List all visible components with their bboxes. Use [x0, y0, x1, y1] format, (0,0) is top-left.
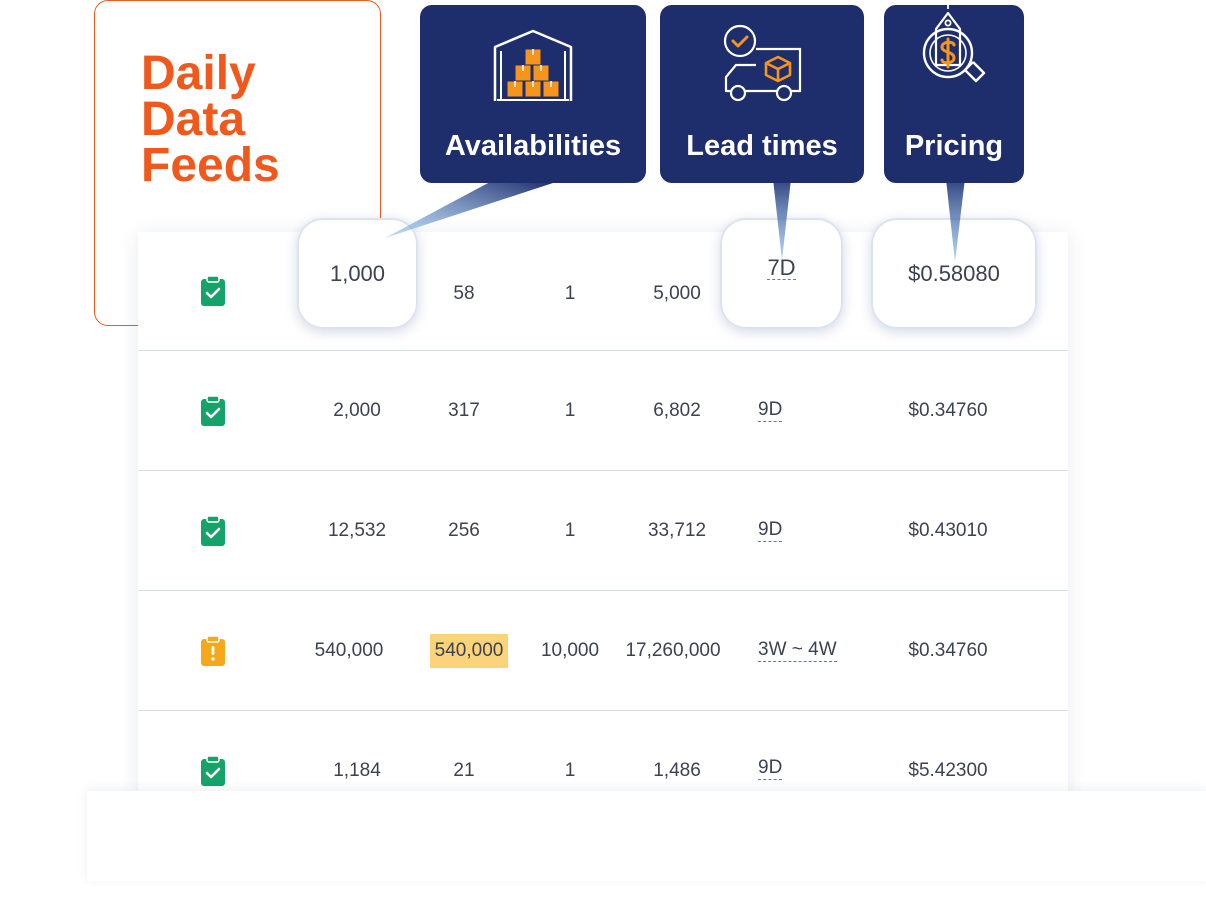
clipboard-warning-icon [193, 591, 233, 710]
cell: 5,000 [653, 283, 701, 304]
cell: $0.34760 [908, 399, 988, 421]
lead-time-cell[interactable]: 9D [736, 351, 844, 470]
availability-highlight-bubble: 1,000 [297, 218, 418, 329]
cell: 2,000 [333, 399, 381, 421]
cell: 540,000 [314, 639, 384, 661]
table-row: 540,000 540,000 10,000 17,260,000 3W ~ 4… [138, 591, 1068, 711]
pricing-pointer [945, 170, 966, 262]
lead-time-highlight-bubble: 7D [720, 218, 843, 329]
callout-label: Pricing [904, 130, 1004, 162]
cell: $5.42300 [908, 760, 988, 781]
cell: 12,532 [327, 519, 387, 541]
lead-time-value[interactable]: 9D [758, 518, 783, 542]
price-tag-magnifier-icon [916, 3, 992, 108]
highlighted-cell: 540,000 [413, 591, 525, 710]
callout-lead-times: Lead times [660, 5, 864, 183]
callout-label: Availabilities [444, 130, 622, 162]
clipboard-check-icon [193, 471, 233, 590]
lead-time-value[interactable]: 9D [758, 398, 783, 422]
lead-time-value[interactable]: 3W ~ 4W [758, 638, 837, 662]
clipboard-check-icon [193, 711, 233, 835]
cell: 58 [453, 283, 475, 304]
lead-time-value[interactable]: 7D [767, 254, 796, 280]
cell: 1,486 [653, 760, 701, 781]
cell: $0.34760 [908, 639, 988, 661]
highlighted-value: 540,000 [429, 633, 509, 668]
lead-time-cell[interactable]: 9D [736, 471, 844, 590]
callout-pointers [385, 170, 966, 262]
cell: 1 [564, 519, 576, 541]
lead-time-pointer [772, 170, 792, 260]
lead-time-cell[interactable]: 9D [736, 711, 844, 831]
cell: 10,000 [540, 639, 600, 661]
lead-time-value[interactable]: 9D [758, 757, 783, 780]
clipboard-check-icon [193, 351, 233, 470]
cell: 1,184 [333, 760, 381, 781]
clipboard-check-icon [193, 232, 233, 350]
bottom-panel [87, 791, 1206, 881]
price-value: $0.58080 [908, 260, 1000, 286]
cell: 6,802 [653, 399, 701, 421]
cell: 256 [448, 519, 480, 541]
cell: 33,712 [647, 519, 707, 541]
availability-pointer [385, 182, 556, 238]
cell: 1 [564, 283, 576, 304]
availability-value: 1,000 [329, 260, 386, 286]
table-row: 2,000 317 1 6,802 9D $0.34760 [138, 351, 1068, 471]
lead-time-cell[interactable]: 3W ~ 4W [736, 591, 844, 710]
delivery-truck-icon [720, 23, 804, 108]
table-row: 1,184 21 1 1,486 9D $5.42300 [138, 711, 1068, 831]
cell: 17,260,000 [625, 639, 721, 661]
cell: $0.43010 [908, 519, 988, 541]
page-title: Daily Data Feeds [141, 47, 280, 192]
table-row: 58 1 5,000 [138, 232, 1068, 351]
cell: 317 [448, 399, 480, 421]
warehouse-boxes-icon [491, 27, 575, 108]
cell: 1 [564, 760, 576, 781]
callout-availabilities: Availabilities [420, 5, 646, 183]
cell: 21 [453, 760, 475, 781]
cell: 1 [564, 399, 576, 421]
callout-label: Lead times [686, 130, 838, 162]
callout-pricing: Pricing [884, 5, 1024, 183]
table-row: 12,532 256 1 33,712 9D $0.43010 [138, 471, 1068, 591]
